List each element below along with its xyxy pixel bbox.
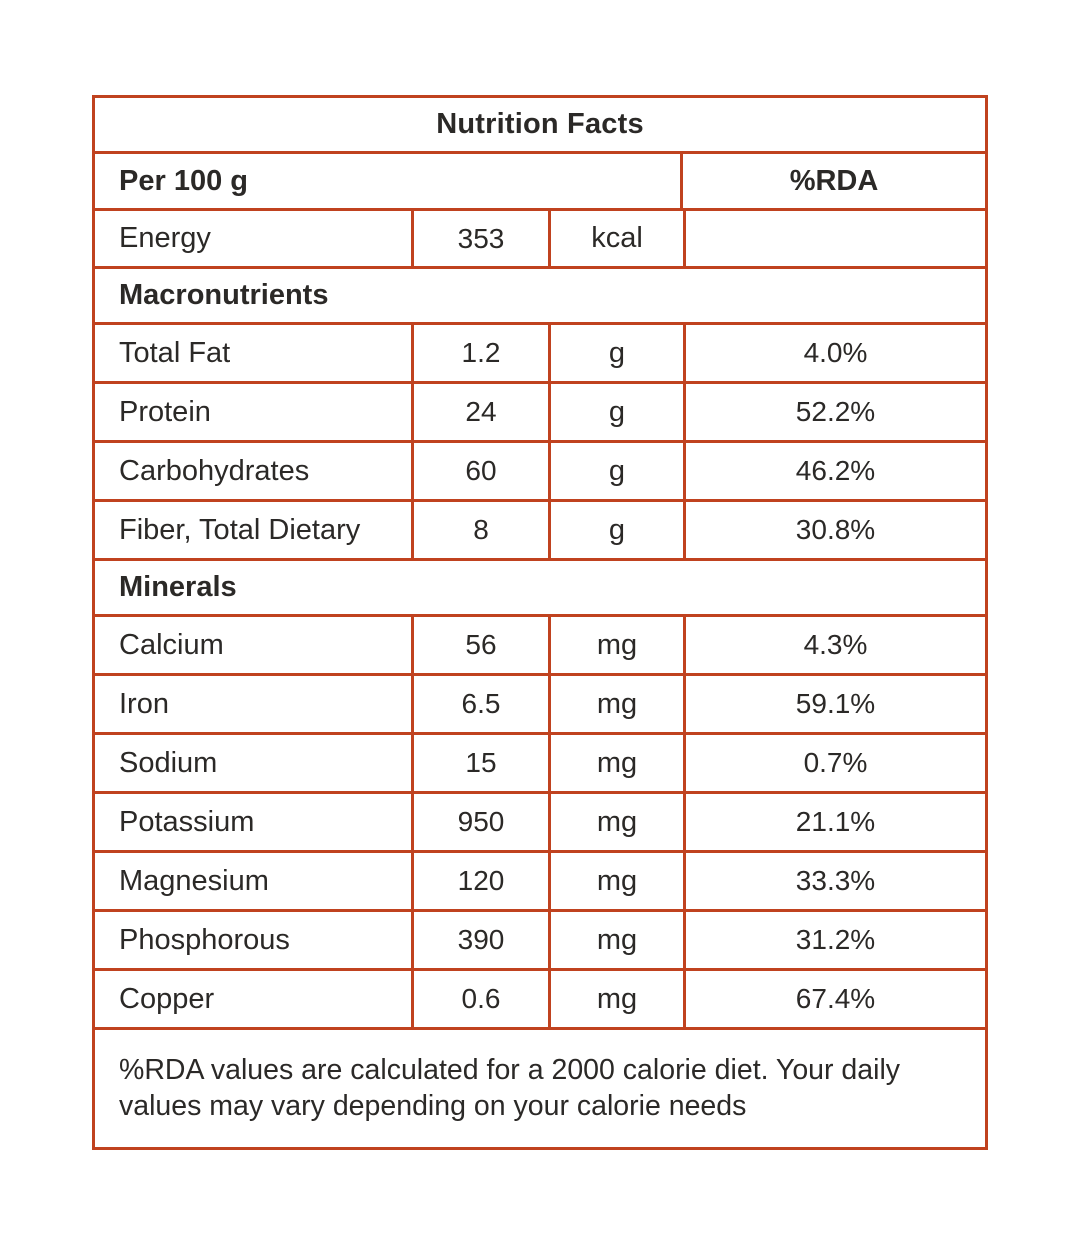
nutrient-value: 353 (411, 211, 548, 266)
table-row-iron: Iron 6.5 mg 59.1% (95, 673, 985, 732)
nutrient-unit: mg (548, 676, 683, 732)
nutrient-label: Carbohydrates (119, 454, 310, 487)
nutrient-unit: g (548, 325, 683, 381)
nutrient-rda: 52.2% (683, 384, 985, 440)
rda-footnote: %RDA values are calculated for a 2000 ca… (119, 1053, 901, 1122)
nutrient-unit: mg (548, 912, 683, 968)
section-header-macronutrients: Macronutrients (95, 266, 985, 322)
nutrient-label: Potassium (119, 805, 255, 838)
nutrient-rda: 21.1% (683, 794, 985, 850)
nutrient-unit: mg (548, 617, 683, 673)
nutrient-label: Magnesium (119, 864, 269, 897)
table-title-row: Nutrition Facts (95, 98, 985, 151)
section-title: Minerals (119, 571, 237, 603)
nutrient-label: Protein (119, 395, 211, 428)
nutrient-label: Energy (119, 222, 211, 254)
nutrient-value: 56 (411, 617, 548, 673)
nutrient-label: Calcium (119, 628, 224, 661)
nutrient-value: 8 (411, 502, 548, 558)
nutrient-value: 60 (411, 443, 548, 499)
nutrient-value: 0.6 (411, 971, 548, 1027)
serving-size-header: Per 100 g (119, 164, 248, 197)
section-title: Macronutrients (119, 279, 329, 311)
nutrient-rda: 0.7% (683, 735, 985, 791)
nutrient-unit: g (548, 443, 683, 499)
nutrient-rda: 59.1% (683, 676, 985, 732)
table-row-protein: Protein 24 g 52.2% (95, 381, 985, 440)
table-row-phosphorous: Phosphorous 390 mg 31.2% (95, 909, 985, 968)
nutrient-rda: 30.8% (683, 502, 985, 558)
nutrient-label: Total Fat (119, 336, 231, 369)
nutrient-label: Iron (119, 687, 169, 720)
nutrient-value: 24 (411, 384, 548, 440)
nutrient-value: 15 (411, 735, 548, 791)
nutrient-value: 6.5 (411, 676, 548, 732)
nutrition-facts-table: Nutrition Facts Per 100 g %RDA Energy 35… (92, 95, 988, 1150)
table-row-potassium: Potassium 950 mg 21.1% (95, 791, 985, 850)
table-row-copper: Copper 0.6 mg 67.4% (95, 968, 985, 1027)
nutrient-value: 390 (411, 912, 548, 968)
nutrient-label: Sodium (119, 746, 218, 779)
nutrient-unit: mg (548, 794, 683, 850)
nutrient-unit: g (548, 502, 683, 558)
table-row-calcium: Calcium 56 mg 4.3% (95, 614, 985, 673)
nutrient-rda: 46.2% (683, 443, 985, 499)
nutrient-rda: 4.0% (683, 325, 985, 381)
nutrient-unit: mg (548, 971, 683, 1027)
nutrient-rda: 4.3% (683, 617, 985, 673)
table-row-carbohydrates: Carbohydrates 60 g 46.2% (95, 440, 985, 499)
nutrient-rda (683, 211, 985, 266)
nutrient-rda: 31.2% (683, 912, 985, 968)
table-row-total-fat: Total Fat 1.2 g 4.0% (95, 322, 985, 381)
nutrient-value: 120 (411, 853, 548, 909)
nutrient-value: 950 (411, 794, 548, 850)
table-header-row: Per 100 g %RDA (95, 151, 985, 208)
nutrient-unit: g (548, 384, 683, 440)
nutrient-label: Fiber, Total Dietary (119, 513, 361, 546)
nutrient-unit: mg (548, 735, 683, 791)
table-row-magnesium: Magnesium 120 mg 33.3% (95, 850, 985, 909)
nutrient-label: Copper (119, 982, 215, 1015)
nutrient-rda: 33.3% (683, 853, 985, 909)
section-header-minerals: Minerals (95, 558, 985, 614)
nutrient-label: Phosphorous (119, 923, 290, 956)
table-row-sodium: Sodium 15 mg 0.7% (95, 732, 985, 791)
rda-column-header: %RDA (680, 154, 985, 208)
table-title: Nutrition Facts (436, 108, 644, 140)
nutrient-unit: kcal (548, 211, 683, 266)
table-row-energy: Energy 353 kcal (95, 208, 985, 266)
table-row-fiber: Fiber, Total Dietary 8 g 30.8% (95, 499, 985, 558)
table-footnote-row: %RDA values are calculated for a 2000 ca… (95, 1027, 985, 1147)
nutrient-unit: mg (548, 853, 683, 909)
nutrient-rda: 67.4% (683, 971, 985, 1027)
nutrient-value: 1.2 (411, 325, 548, 381)
